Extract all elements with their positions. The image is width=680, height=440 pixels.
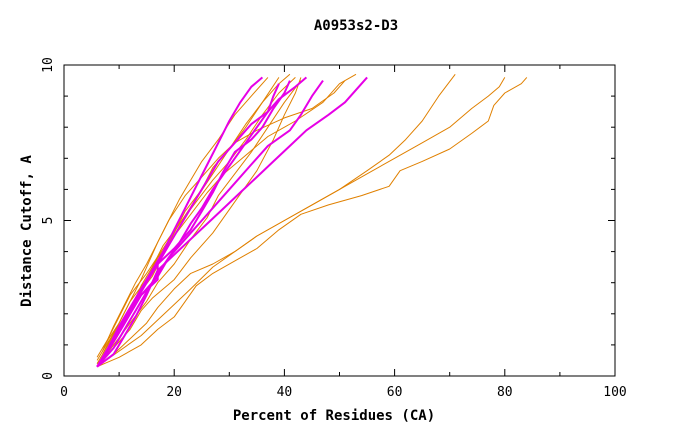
series-line-orange-6 — [96, 80, 302, 368]
series-line-orange-11 — [96, 77, 528, 368]
series-line-orange-1 — [96, 77, 302, 364]
x-tick-label: 0 — [60, 385, 68, 400]
axes: 0 20 40 60 80 100 0 5 10 — [41, 57, 627, 400]
plot-frame — [63, 64, 616, 377]
series-line-magenta-3 — [96, 80, 324, 368]
series-line-magenta-5 — [96, 76, 308, 368]
y-tick-label: 10 — [41, 57, 56, 73]
x-tick-label: 40 — [277, 385, 293, 400]
series-line-magenta-6 — [96, 83, 280, 368]
x-tick-label: 60 — [387, 385, 403, 400]
y-tick-label: 5 — [41, 217, 56, 225]
x-axis-label: Percent of Residues (CA) — [233, 408, 435, 424]
series-line-magenta-1 — [96, 76, 264, 368]
chart-title: A0953s2-D3 — [314, 18, 398, 34]
y-tick-label: 0 — [41, 372, 56, 380]
series-line-orange-8 — [96, 80, 346, 364]
y-axis-label: Distance Cutoff, A — [19, 155, 35, 307]
series-line-orange-3 — [102, 77, 269, 352]
series-line-orange-10 — [96, 77, 506, 368]
series-line-orange-9 — [96, 73, 456, 368]
x-tick-label: 20 — [166, 385, 182, 400]
x-tick-label: 100 — [603, 385, 626, 400]
series-line-magenta-4 — [96, 76, 368, 368]
series-line-magenta-2 — [96, 80, 291, 368]
series-group — [96, 73, 528, 368]
series-line-orange-7 — [102, 73, 357, 349]
x-tick-label: 80 — [497, 385, 513, 400]
